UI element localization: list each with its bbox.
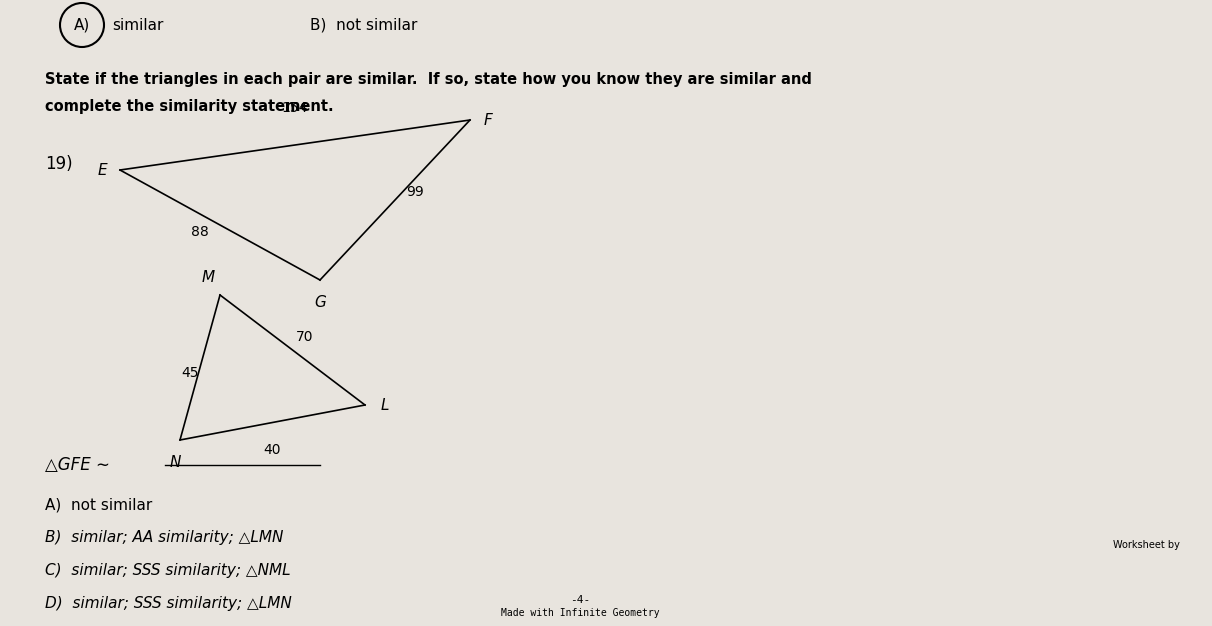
Text: B)  similar; AA similarity; △LMN: B) similar; AA similarity; △LMN [45, 530, 284, 545]
Text: Made with Infinite Geometry: Made with Infinite Geometry [501, 608, 659, 618]
Text: 88: 88 [191, 225, 208, 239]
Text: 19): 19) [45, 155, 73, 173]
Text: -4-: -4- [570, 595, 590, 605]
Text: C)  similar; SSS similarity; △NML: C) similar; SSS similarity; △NML [45, 563, 291, 578]
Text: 154: 154 [282, 101, 308, 115]
Text: similar: similar [112, 18, 164, 33]
Text: D)  similar; SSS similarity; △LMN: D) similar; SSS similarity; △LMN [45, 596, 292, 611]
Text: E: E [97, 163, 107, 178]
Text: 70: 70 [296, 330, 314, 344]
Text: N: N [170, 454, 181, 470]
Text: L: L [381, 398, 389, 413]
Text: B)  not similar: B) not similar [310, 18, 417, 33]
Text: State if the triangles in each pair are similar.  If so, state how you know they: State if the triangles in each pair are … [45, 72, 812, 87]
Text: G: G [314, 294, 326, 309]
Text: 45: 45 [182, 366, 199, 380]
Text: A): A) [74, 18, 90, 33]
Text: △GFE ∼: △GFE ∼ [45, 456, 110, 474]
Text: complete the similarity statement.: complete the similarity statement. [45, 99, 333, 114]
Text: Worksheet by: Worksheet by [1113, 540, 1180, 550]
Text: A)  not similar: A) not similar [45, 497, 153, 512]
Text: 99: 99 [406, 185, 424, 199]
Text: M: M [201, 270, 215, 284]
Text: 40: 40 [263, 443, 281, 457]
Text: F: F [484, 113, 492, 128]
